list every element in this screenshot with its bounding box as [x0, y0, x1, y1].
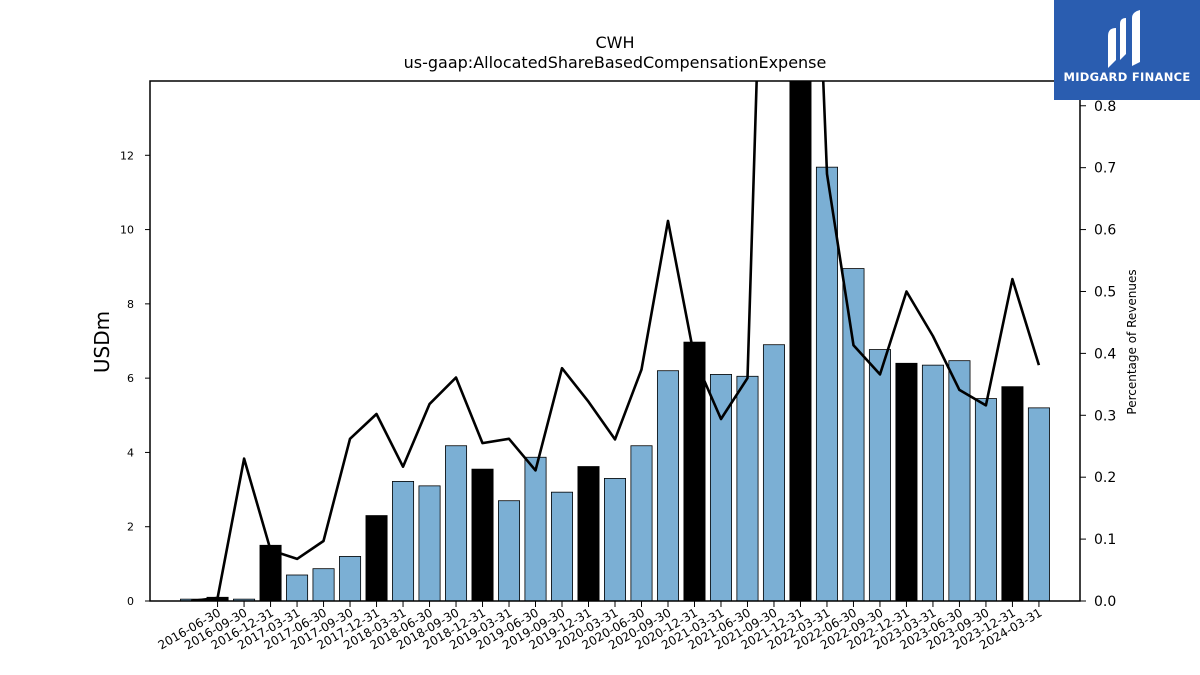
- y2-tick-label: 0.3: [1094, 408, 1116, 424]
- bar: [392, 480, 415, 601]
- left-axis: 0 2 4 6 8 10 12: [120, 149, 150, 608]
- y-tick-label: 12: [120, 149, 134, 162]
- series-line: [190, 81, 1041, 601]
- bar: [789, 81, 812, 601]
- bar: [604, 478, 626, 601]
- bar: [683, 341, 706, 601]
- y2-tick-label: 0.6: [1094, 223, 1116, 239]
- bar: [577, 466, 600, 601]
- chart-subtitle: us-gaap:AllocatedShareBasedCompensationE…: [404, 53, 827, 72]
- bar: [868, 349, 891, 601]
- y-tick-label: 4: [127, 446, 134, 459]
- bar: [312, 568, 335, 601]
- bar: [656, 370, 679, 601]
- brand-logo: MIDGARD FINANCE: [1054, 0, 1200, 100]
- bar: [630, 445, 653, 601]
- y-tick-label: 0: [127, 595, 134, 608]
- bar: [842, 268, 865, 601]
- bar: [974, 398, 997, 601]
- y2-tick-label: 0.4: [1094, 346, 1116, 362]
- y2-tick-label: 0.5: [1094, 284, 1116, 300]
- brand-name: MIDGARD FINANCE: [1063, 70, 1191, 84]
- bar-group: [180, 81, 1050, 601]
- bar: [921, 364, 944, 601]
- bar: [736, 375, 759, 601]
- bar: [1001, 386, 1024, 601]
- bar: [365, 515, 388, 601]
- bar: [233, 598, 256, 601]
- y-tick-label: 10: [120, 224, 134, 237]
- bar: [498, 500, 521, 601]
- bar: [471, 468, 494, 601]
- y-axis-label: USDm: [90, 311, 114, 373]
- right-axis: 0.0 0.1 0.2 0.3 0.4 0.5 0.6 0.7 0.8: [1080, 99, 1116, 610]
- y2-axis-label: Percentage of Revenues: [1125, 269, 1139, 414]
- y-tick-label: 8: [127, 298, 134, 311]
- bar: [762, 344, 785, 601]
- y-tick-label: 6: [127, 372, 134, 385]
- y2-tick-label: 0.2: [1094, 470, 1116, 486]
- chart-title: CWH: [595, 33, 634, 52]
- bar: [895, 362, 918, 601]
- line-group: [190, 81, 1041, 601]
- bar: [524, 456, 547, 601]
- bar: [551, 491, 574, 601]
- bar: [1027, 407, 1050, 601]
- y2-tick-label: 0.8: [1094, 99, 1116, 115]
- bar: [445, 445, 468, 601]
- bar: [339, 556, 362, 601]
- bar: [815, 166, 838, 601]
- bar: [418, 485, 441, 601]
- y2-tick-label: 0.1: [1094, 532, 1116, 548]
- y-tick-label: 2: [127, 521, 134, 534]
- bar: [286, 574, 309, 601]
- midgard-logo-mark-icon: [1108, 10, 1140, 68]
- y2-tick-label: 0.0: [1094, 594, 1116, 610]
- bar: [948, 360, 971, 601]
- x-axis: 2016-06-302016-09-302016-12-312017-03-31…: [156, 601, 1044, 652]
- y2-tick-label: 0.7: [1094, 161, 1116, 177]
